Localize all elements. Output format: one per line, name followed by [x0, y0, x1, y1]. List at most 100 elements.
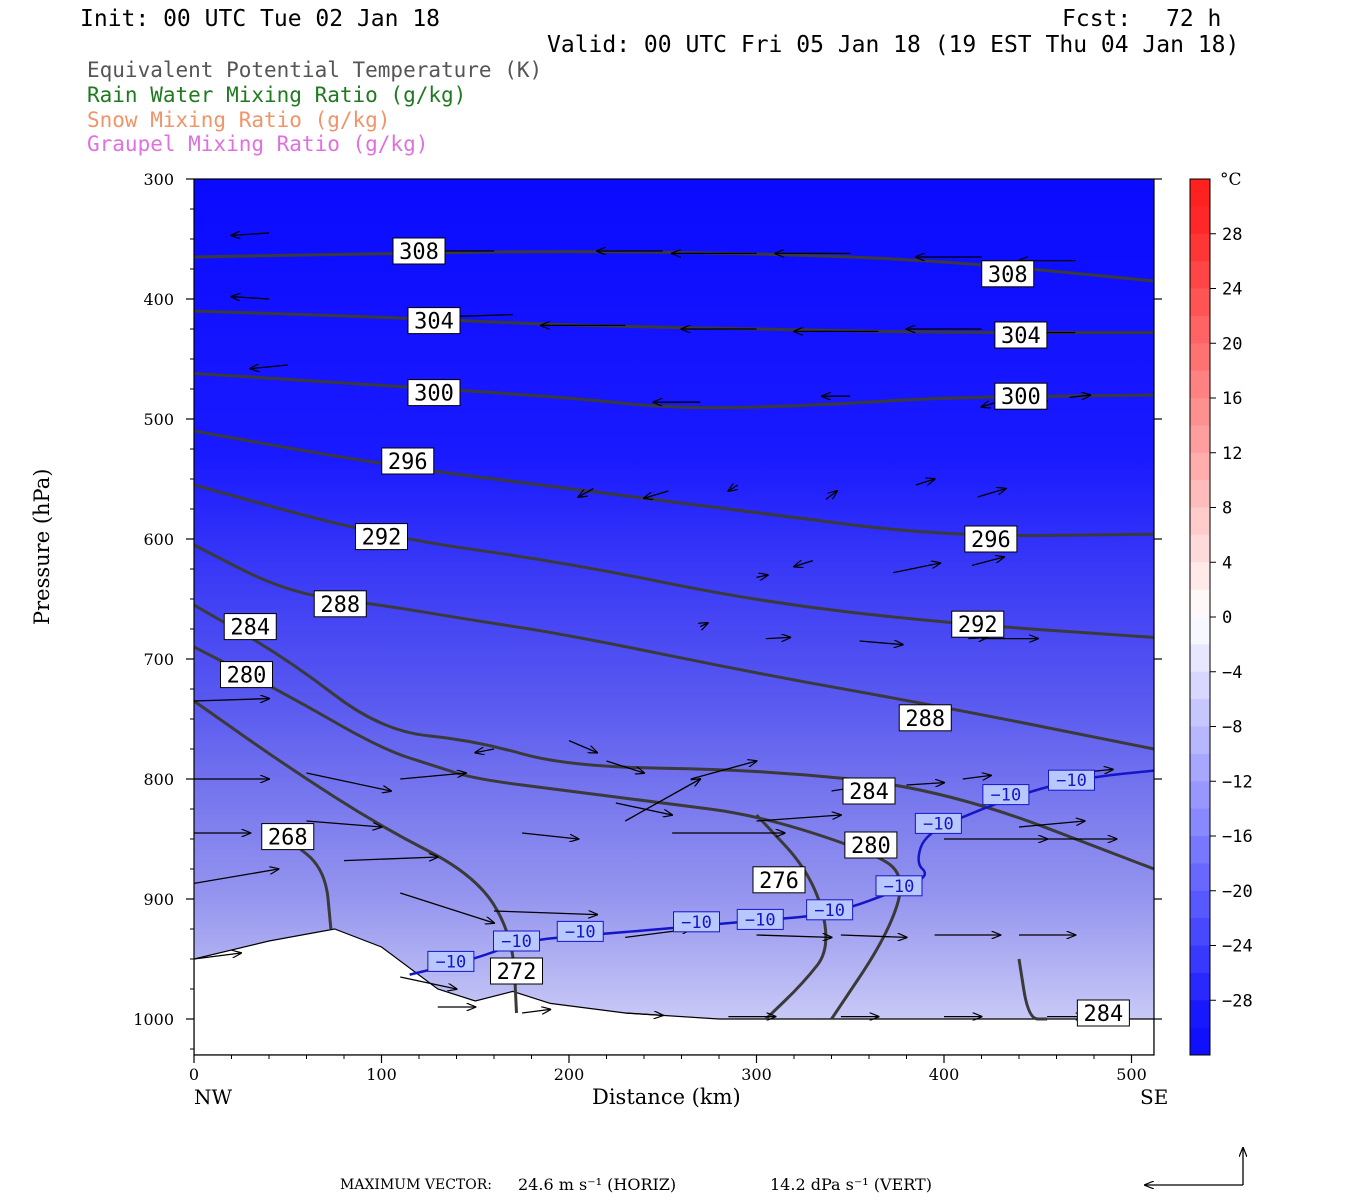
- x-tick-label-0: 0: [189, 1065, 199, 1084]
- wind-vector-35: [194, 699, 269, 701]
- isotherm-label-0-box: [427, 950, 475, 972]
- theta-e-label-292-0: 292: [355, 523, 408, 551]
- theta-e-label-268-0-box: [261, 823, 315, 851]
- theta-e-label-268-0-text: 268: [268, 826, 308, 851]
- theta-e-label-288-1-text: 288: [905, 707, 945, 732]
- isotherm-label-5-text: −10: [814, 901, 845, 921]
- theta-e-label-280-0: 280: [220, 661, 273, 689]
- wind-vector-43: [400, 773, 466, 780]
- colorbar-tick-label: −16: [1222, 827, 1253, 847]
- wind-vector-26: [756, 575, 768, 577]
- wind-vector-28: [893, 563, 940, 574]
- theta-e-label-284-0: 284: [1076, 999, 1130, 1027]
- wind-vector-44: [568, 740, 597, 753]
- isotherm-label-0: −10: [427, 950, 475, 972]
- isotherm-label-1-text: −10: [501, 932, 532, 952]
- theta-e-label-280-1-text: 280: [851, 834, 891, 859]
- wind-vector-39: [306, 772, 391, 791]
- colorbar-segment: [1190, 261, 1210, 289]
- colorbar-segment: [1190, 343, 1210, 372]
- theta-e-label-300-0-box: [407, 379, 461, 407]
- theta-e-label-308-0-text: 308: [399, 240, 439, 265]
- isotherm-label-4: −10: [736, 908, 784, 930]
- colorbar-tick-label: 4: [1222, 553, 1232, 573]
- theta-e-label-296-0-text: 296: [388, 450, 428, 475]
- colorbar-segment: [1190, 972, 1210, 1001]
- wind-vector-58: [343, 857, 438, 861]
- colorbar-tick-label: 0: [1222, 608, 1232, 628]
- theta-e-contour-308: [194, 250, 1154, 283]
- theta-e-contour-288: [194, 543, 1154, 751]
- theta-e-label-300-1-text: 300: [1001, 385, 1041, 410]
- wind-vector-38: [194, 869, 278, 885]
- colorbar-segment: [1190, 945, 1210, 974]
- x-tick-label-400: 400: [929, 1065, 960, 1084]
- theta-e-label-288-0-box: [313, 590, 367, 618]
- theta-e-label-292-1-text: 292: [958, 613, 998, 638]
- theta-e-contour-300: [194, 371, 1154, 410]
- isotherm-label-5: −10: [806, 899, 854, 921]
- y-tick-label-300: 300: [143, 170, 174, 189]
- isotherm-label-3-box: [673, 911, 720, 933]
- wind-vector-60: [493, 911, 597, 915]
- isotherm-label-2-box: [556, 920, 604, 942]
- colorbar-segment: [1190, 1000, 1210, 1029]
- y-tick-label-900: 900: [143, 890, 174, 909]
- x-axis-title: Distance (km): [592, 1085, 741, 1109]
- theta-e-label-300-0-text: 300: [414, 382, 454, 407]
- theta-e-label-280-1-box: [844, 831, 898, 859]
- forecast-hour-label: Fcst:: [1062, 6, 1132, 32]
- wind-vector-29: [971, 557, 1004, 567]
- colorbar-segment: [1190, 452, 1210, 481]
- colorbar-segment: [1190, 699, 1210, 727]
- y-tick-label-700: 700: [143, 650, 174, 669]
- theta-e-label-300-1: 300: [994, 382, 1048, 410]
- theta-e-label-296-1-box: [964, 525, 1018, 553]
- theta-e-label-308-1: 308: [981, 260, 1035, 288]
- y-tick-label-800: 800: [143, 770, 174, 789]
- colorbar-segment: [1190, 589, 1210, 618]
- colorbar-tick-label: 24: [1222, 280, 1242, 300]
- theta-e-label-300-0: 300: [407, 379, 461, 407]
- isotherm-label-5-box: [806, 899, 854, 921]
- colorbar-segment: [1190, 918, 1210, 946]
- valid-time: Valid: 00 UTC Fri 05 Jan 18 (19 EST Thu …: [547, 32, 1240, 58]
- field-label-snow: Snow Mixing Ratio (g/kg): [87, 108, 391, 132]
- wind-vector-7: [232, 297, 270, 299]
- colorbar-tick-label: 8: [1222, 499, 1232, 519]
- wind-vector-14: [250, 365, 288, 369]
- colorbar-segment: [1190, 671, 1210, 700]
- theta-e-label-308-0: 308: [392, 237, 446, 265]
- isotherm-label-1-box: [493, 930, 540, 952]
- theta-e-label-296-0: 296: [381, 447, 435, 475]
- wind-vector-41: [475, 749, 495, 753]
- wind-vector-23: [825, 491, 837, 500]
- colorbar-segment: [1190, 808, 1210, 837]
- colorbar-tick-label: −24: [1222, 937, 1253, 957]
- isotherm-label-7-box: [914, 812, 962, 834]
- theta-e-label-284-0: 284: [223, 613, 277, 641]
- wind-vector-68: [522, 1009, 550, 1013]
- isotherm-label-8-box: [982, 784, 1030, 806]
- theta-e-label-280-0-text: 280: [227, 664, 267, 689]
- colorbar-tick-label: −12: [1222, 772, 1253, 792]
- colorbar-segment: [1190, 890, 1210, 919]
- wind-vector-74: [194, 953, 241, 960]
- x-tick-label-100: 100: [366, 1065, 397, 1084]
- colorbar-segment: [1190, 370, 1210, 399]
- wind-vector-53: [906, 783, 945, 785]
- wind-vector-69: [625, 1013, 663, 1015]
- x-tick-label-500: 500: [1116, 1065, 1147, 1084]
- wind-vector-48: [690, 761, 757, 780]
- theta-e-label-284-0-text: 284: [230, 616, 270, 641]
- x-left-end-label: NW: [194, 1085, 233, 1109]
- isotherm-label-4-text: −10: [745, 910, 776, 930]
- colorbar-tick-label: 16: [1222, 389, 1242, 409]
- isotherm-label-3: −10: [673, 911, 720, 933]
- wind-vector-56: [1018, 821, 1085, 828]
- theta-e-label-276-0: 276: [752, 866, 806, 894]
- colorbar-segment: [1190, 233, 1210, 262]
- theta-e-label-272-0-text: 272: [497, 960, 537, 985]
- theta-e-label-272-0-box: [490, 957, 543, 985]
- colorbar-segment: [1190, 288, 1210, 317]
